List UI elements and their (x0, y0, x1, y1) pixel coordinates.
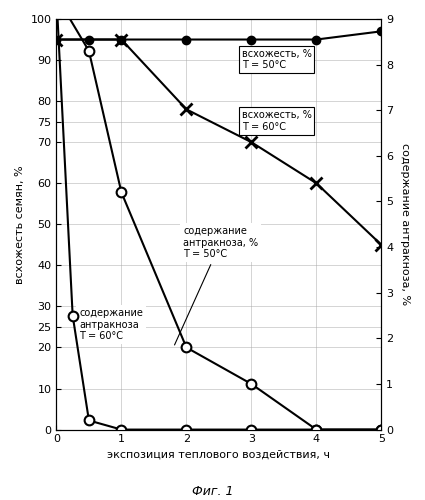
Y-axis label: содержание антракноза, %: содержание антракноза, % (400, 143, 410, 306)
Text: всхожесть, %
T = 60°C: всхожесть, % T = 60°C (242, 110, 312, 132)
Text: Фиг. 1: Фиг. 1 (192, 485, 233, 498)
Text: содержание
антракноза
T = 60°C: содержание антракноза T = 60°C (76, 308, 143, 342)
X-axis label: экспозиция теплового воздействия, ч: экспозиция теплового воздействия, ч (108, 450, 330, 460)
Text: содержание
антракноза, %
T = 50°C: содержание антракноза, % T = 50°C (175, 226, 258, 345)
Y-axis label: всхожесть семян, %: всхожесть семян, % (15, 165, 25, 284)
Text: всхожесть, %
T = 50°C: всхожесть, % T = 50°C (242, 48, 312, 70)
